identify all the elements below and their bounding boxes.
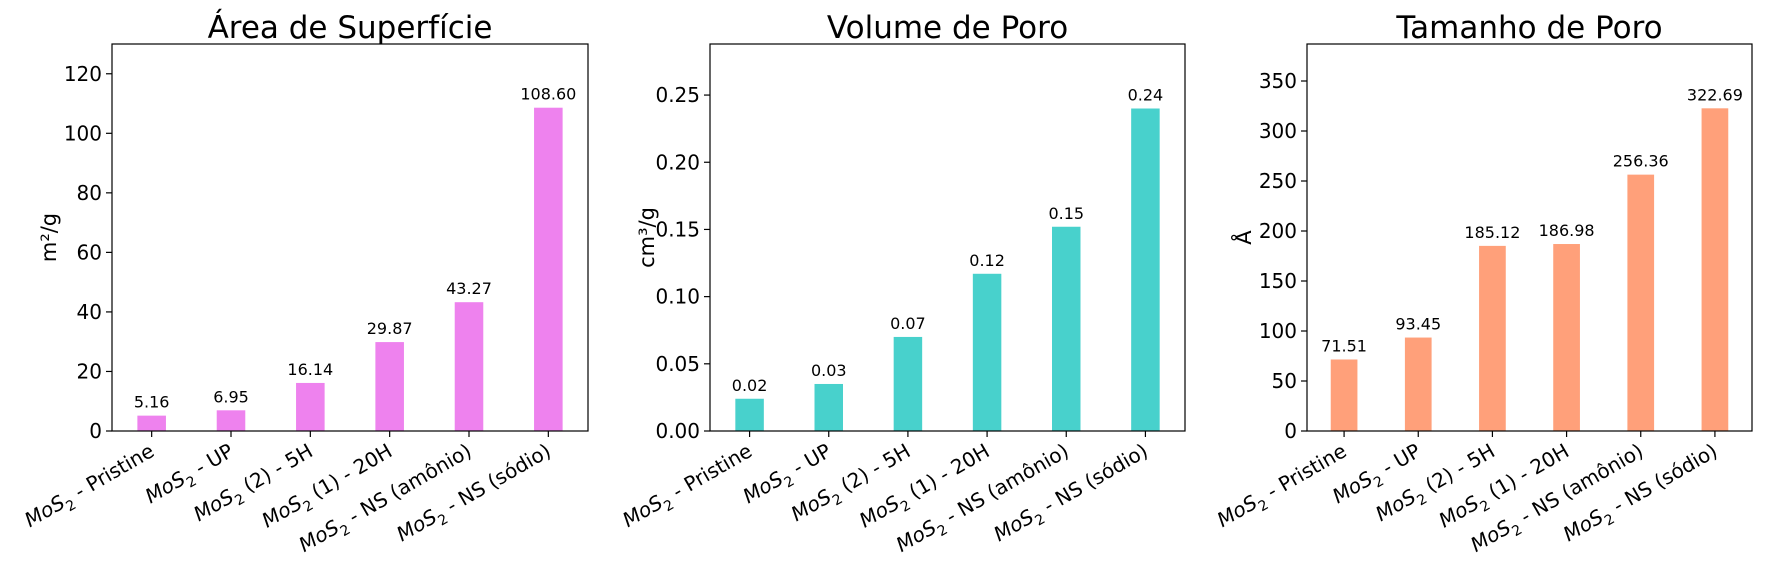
- y-tick-label: 350: [1259, 69, 1297, 93]
- chart-panel-2: Volume de Poro cm³/g 0.02 0.03 0.07 0.12 0.15 0…: [618, 10, 1186, 557]
- data-label: 0.12: [969, 251, 1005, 270]
- y-tick-label: 0.00: [655, 419, 700, 443]
- bar: [454, 302, 484, 431]
- chart-panel-3: Tamanho de Poro Å 71.51 93.45 185.12 186.98 25…: [1213, 10, 1753, 557]
- bar: [893, 336, 923, 431]
- bar: [296, 382, 325, 431]
- plot-area-frame: [709, 43, 1186, 432]
- plot-area-frame: [111, 43, 589, 432]
- bar: [1627, 174, 1655, 431]
- y-tick-label: 0.05: [655, 352, 700, 376]
- y-tick-label: 250: [1259, 169, 1297, 193]
- data-label: 0.24: [1128, 86, 1164, 105]
- data-label: 322.69: [1687, 85, 1743, 104]
- chart-title: Área de Superfície: [208, 10, 493, 46]
- data-label: 256.36: [1613, 152, 1669, 171]
- y-tick-label: 200: [1259, 219, 1297, 243]
- data-label: 71.51: [1321, 336, 1367, 355]
- y-tick-label: 0.15: [655, 217, 700, 241]
- y-tick-label: 20: [77, 359, 102, 383]
- chart-title: Tamanho de Poro: [1395, 10, 1662, 46]
- y-tick-label: 0.10: [655, 285, 700, 309]
- data-label: 5.16: [134, 393, 170, 412]
- bar: [534, 107, 563, 432]
- data-label: 93.45: [1395, 315, 1441, 334]
- data-label: 43.27: [446, 279, 492, 298]
- x-tick-label: MoS2 - NS (sódio): [392, 439, 557, 551]
- y-tick-label: 120: [64, 62, 102, 86]
- bar: [1404, 337, 1432, 431]
- chart-title: Volume de Poro: [827, 10, 1068, 46]
- y-tick-label: 40: [77, 300, 102, 324]
- bar: [972, 273, 1002, 431]
- plot-area-frame: [1306, 43, 1753, 432]
- bar: [1052, 226, 1081, 431]
- x-tick-label: MoS2 - NS (sódio): [989, 439, 1154, 551]
- x-tick-label: MoS2 - Pristine: [20, 439, 160, 537]
- bar: [814, 383, 843, 431]
- data-label: 186.98: [1539, 221, 1595, 240]
- bar: [1479, 245, 1506, 431]
- y-tick-label: 0.25: [655, 83, 700, 107]
- bar: [216, 410, 246, 431]
- data-label: 0.03: [811, 361, 847, 380]
- y-axis-label: cm³/g: [635, 207, 659, 268]
- data-label: 108.60: [520, 85, 576, 104]
- data-label: 6.95: [213, 387, 249, 406]
- bar: [1131, 108, 1160, 431]
- data-label: 0.07: [890, 314, 926, 333]
- bar: [1553, 244, 1580, 431]
- bar: [1330, 359, 1358, 431]
- y-tick-label: 60: [77, 240, 102, 264]
- data-label: 0.15: [1048, 204, 1084, 223]
- bar: [1701, 108, 1729, 431]
- y-tick-label: 0.20: [655, 150, 700, 174]
- y-tick-label: 0: [1284, 419, 1297, 443]
- y-axis-label: Å: [1230, 230, 1256, 245]
- bar: [375, 342, 404, 431]
- y-tick-label: 0: [89, 419, 102, 443]
- y-tick-label: 50: [1272, 369, 1297, 393]
- y-tick-label: 100: [64, 121, 102, 145]
- bar: [137, 415, 166, 431]
- data-label: 185.12: [1464, 223, 1520, 242]
- y-tick-label: 150: [1259, 269, 1297, 293]
- data-label: 29.87: [367, 319, 413, 338]
- y-tick-label: 100: [1259, 319, 1297, 343]
- y-tick-label: 300: [1259, 119, 1297, 143]
- bar: [735, 398, 764, 431]
- data-label: 16.14: [287, 360, 333, 379]
- y-tick-label: 80: [77, 181, 102, 205]
- data-label: 0.02: [732, 376, 768, 395]
- chart-panel-1: Área de Superfície m²/g 5.16 6.95 16.14 29.87…: [20, 10, 589, 557]
- y-axis-label: m²/g: [37, 213, 61, 262]
